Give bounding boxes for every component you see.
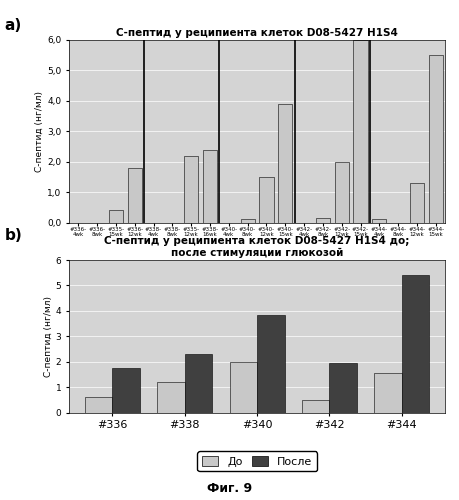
Y-axis label: С-пептид (нг/мл): С-пептид (нг/мл) bbox=[35, 91, 44, 172]
Bar bbox=[230, 362, 257, 412]
Bar bbox=[257, 314, 285, 412]
Y-axis label: С-пептид (нг/мл): С-пептид (нг/мл) bbox=[44, 296, 53, 377]
Title: С-пептид у реципиента клеток D08-5427 H1S4: С-пептид у реципиента клеток D08-5427 H1… bbox=[116, 28, 398, 38]
Bar bbox=[353, 40, 368, 222]
Bar bbox=[112, 368, 140, 412]
Bar bbox=[157, 382, 185, 412]
Bar bbox=[278, 104, 292, 222]
Text: b): b) bbox=[5, 228, 22, 242]
Legend: До, После: До, После bbox=[197, 452, 317, 471]
Bar bbox=[410, 183, 424, 222]
Text: Фиг. 9: Фиг. 9 bbox=[207, 482, 252, 495]
Bar bbox=[330, 363, 357, 412]
Bar bbox=[429, 55, 443, 222]
Bar bbox=[316, 218, 330, 222]
Bar bbox=[109, 210, 123, 222]
Bar bbox=[259, 177, 274, 222]
Bar bbox=[241, 220, 255, 222]
Bar bbox=[85, 397, 112, 412]
Bar bbox=[302, 400, 330, 412]
Bar bbox=[335, 162, 349, 222]
Bar bbox=[402, 275, 429, 412]
Bar bbox=[184, 156, 198, 222]
Text: a): a) bbox=[5, 18, 22, 32]
Title: С-пептид у реципиента клеток D08-5427 H1S4 до;
после стимуляции глюкозой: С-пептид у реципиента клеток D08-5427 H1… bbox=[104, 236, 410, 258]
Bar bbox=[185, 354, 212, 412]
Bar bbox=[203, 150, 217, 222]
Bar bbox=[374, 373, 402, 412]
Bar bbox=[128, 168, 142, 222]
Bar bbox=[372, 220, 386, 222]
